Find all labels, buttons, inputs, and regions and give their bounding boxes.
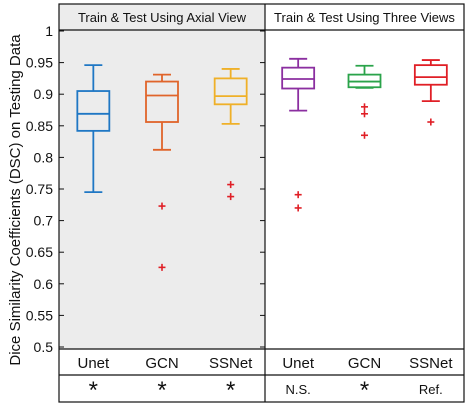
y-tick-label: 0.95: [26, 55, 53, 71]
outer-border: [58, 3, 465, 403]
y-axis-label: Dice Similarity Coefficients (DSC) on Te…: [7, 34, 24, 366]
interquartile-box: [145, 80, 179, 123]
y-tick-label: 0.6: [34, 276, 54, 292]
panel-title: Train & Test Using Three Views: [274, 10, 455, 25]
box-ssnet: [213, 68, 248, 125]
box-ssnet: [413, 59, 448, 103]
significance-label: *: [89, 377, 98, 404]
x-category-label: SSNet: [409, 355, 453, 372]
y-axis: 0.5 0.55 0.6 0.65 0.7 0.75 0.8 0.85 0.9 0.95 1: [26, 23, 265, 355]
outlier-marker: [158, 202, 166, 210]
panel-header-background: [265, 4, 464, 30]
outlier-marker: [361, 103, 368, 111]
interquartile-box: [76, 90, 111, 132]
y-tick-label: 0.55: [26, 307, 53, 323]
y-tick-label: 0.75: [26, 181, 53, 197]
box-gcn: [145, 73, 179, 151]
outlier-marker: [227, 193, 235, 201]
panels: Train & Test Using Axial View Unet * GCN * SS…: [58, 3, 465, 404]
box-gcn: [347, 64, 382, 89]
y-tick-label: 0.9: [34, 86, 54, 102]
interquartile-box: [281, 66, 316, 90]
y-tick-label: 0.8: [34, 149, 54, 165]
outlier-marker: [227, 181, 235, 189]
box-unet: [281, 57, 316, 112]
x-category-label: GCN: [145, 355, 178, 372]
interquartile-box: [213, 77, 248, 106]
panel-title: Train & Test Using Axial View: [78, 10, 247, 25]
box-unet: [76, 64, 111, 194]
x-category-label: SSNet: [209, 355, 253, 372]
x-category-label: GCN: [348, 355, 381, 372]
y-tick-label: 0.7: [34, 213, 54, 229]
outlier-marker: [294, 204, 302, 212]
significance-label: *: [157, 377, 166, 404]
y-tick-label: 0.65: [26, 244, 53, 260]
panel-2: Train & Test Using Three Views Unet N.S. GC…: [265, 4, 464, 404]
interquartile-box: [413, 64, 448, 86]
panel-plot-background: [265, 30, 464, 349]
frame: [58, 3, 465, 403]
panel-header-background: [59, 4, 265, 30]
significance-label: *: [226, 377, 235, 404]
outlier-marker: [361, 110, 368, 118]
outlier-marker: [361, 131, 368, 139]
outlier-marker: [427, 118, 435, 126]
outlier-marker: [158, 263, 166, 271]
y-tick-label: 0.5: [34, 339, 54, 355]
significance-label: N.S.: [286, 382, 311, 397]
y-tick-label: 0.85: [26, 118, 53, 134]
y-tick-label: 1: [45, 23, 53, 39]
outlier-marker: [294, 191, 302, 199]
significance-label: *: [360, 377, 369, 404]
significance-label: Ref.: [419, 382, 443, 397]
x-category-label: Unet: [77, 355, 110, 372]
x-category-label: Unet: [282, 355, 315, 372]
panel-1: Train & Test Using Axial View Unet * GCN * SS…: [59, 4, 265, 404]
